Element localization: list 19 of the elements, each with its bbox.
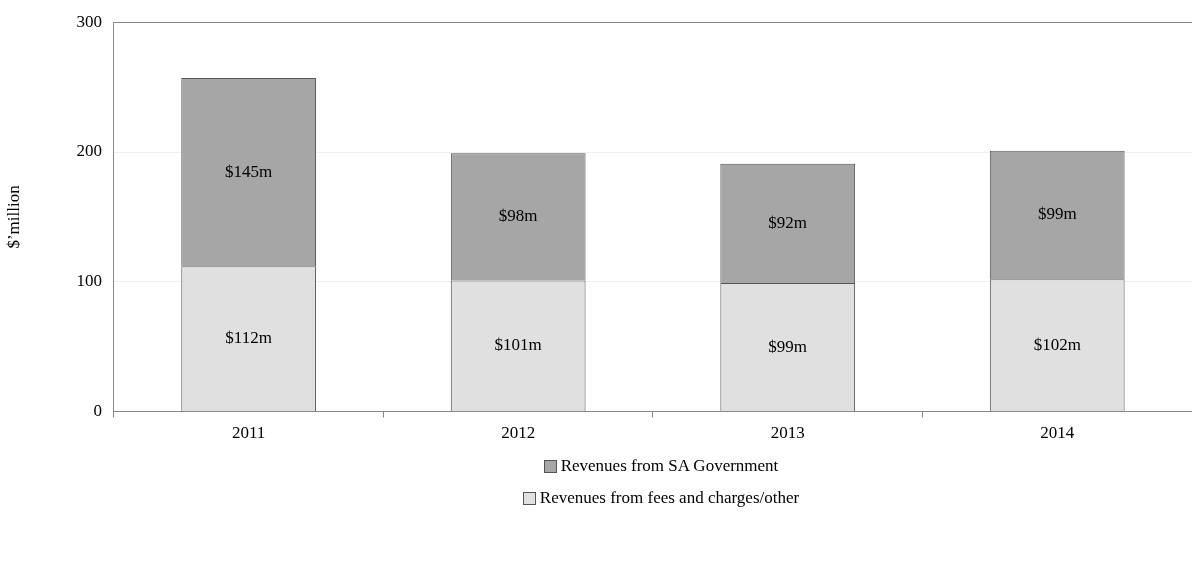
x-tick-label: 2011 [231, 423, 266, 443]
data-label: $99m [768, 336, 808, 356]
x-tick-label: 2014 [1040, 423, 1075, 443]
data-label: $112m [225, 328, 272, 348]
y-tick-label: 300 [76, 11, 102, 31]
data-label: $92m [768, 212, 808, 232]
y-tick-label: 100 [76, 271, 102, 291]
x-tick-label: 2012 [501, 423, 536, 443]
y-tick-label: 200 [76, 141, 102, 161]
legend-label: Revenues from fees and charges/other [539, 488, 800, 508]
data-label: $102m [1033, 334, 1081, 354]
data-label: $101m [494, 335, 542, 355]
y-tick-label: 0 [93, 401, 102, 421]
data-label: $145m [225, 161, 273, 181]
legend-label: Revenues from SA Government [560, 456, 779, 476]
data-label: $98m [498, 206, 538, 226]
data-label: $99m [1037, 204, 1077, 224]
y-axis-title: $’million [3, 184, 23, 249]
x-tick-label: 2013 [770, 423, 805, 443]
